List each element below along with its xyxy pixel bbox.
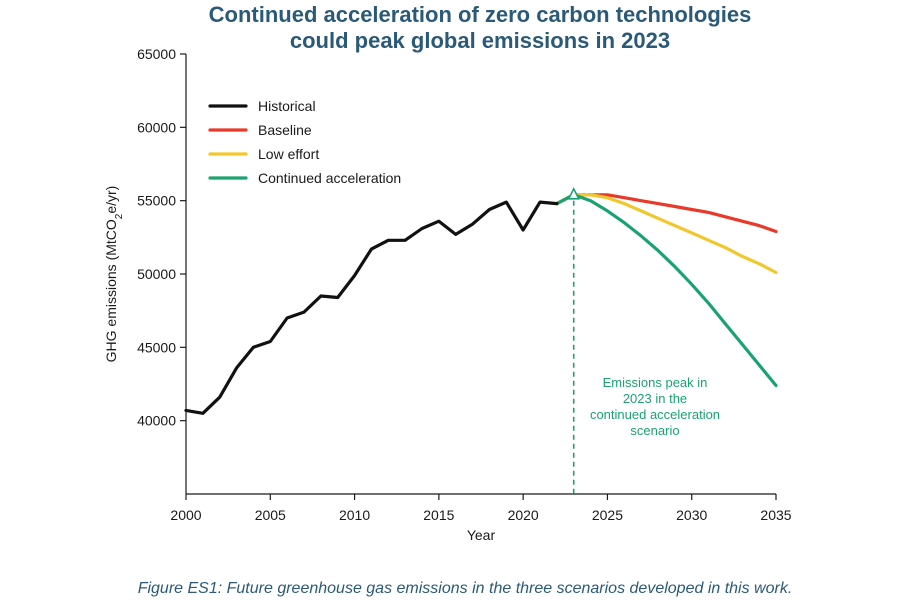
y-tick-label: 50000 xyxy=(137,266,176,282)
chart-title-line-2: could peak global emissions in 2023 xyxy=(289,28,671,53)
y-axis-label: GHG emissions (MtCO2e/yr) xyxy=(103,186,125,363)
x-tick-label: 2020 xyxy=(508,507,539,523)
chart-title-line-1: Continued acceleration of zero carbon te… xyxy=(208,2,752,27)
y-tick-label: 65000 xyxy=(137,46,176,62)
annotation-text-line: continued acceleration xyxy=(590,407,720,422)
x-tick-label: 2015 xyxy=(423,507,454,523)
y-tick-label: 45000 xyxy=(137,339,176,355)
x-tick-label: 2000 xyxy=(170,507,201,523)
legend-label: Historical xyxy=(258,98,316,114)
series-line-historical xyxy=(184,200,559,415)
x-tick-label: 2035 xyxy=(760,507,791,523)
emissions-chart: 40000 45000 50000 55000 60000 65000 2000 2005 20… xyxy=(103,46,792,543)
series-line-low-effort xyxy=(555,193,778,275)
legend-label: Baseline xyxy=(258,122,312,138)
chart-title: Continued acceleration of zero carbon te… xyxy=(0,2,900,54)
annotation-text-line: 2023 in the xyxy=(623,391,687,406)
annotation-text-line: scenario xyxy=(630,423,679,438)
peak-marker-icon xyxy=(567,187,581,200)
x-tick-label: 2030 xyxy=(676,507,707,523)
x-tick-label: 2010 xyxy=(339,507,370,523)
figure-caption: Figure ES1: Future greenhouse gas emissi… xyxy=(137,580,793,597)
legend-label: Continued acceleration xyxy=(258,170,401,186)
x-tick-label: 2025 xyxy=(592,507,623,523)
y-tick-label: 55000 xyxy=(137,193,176,209)
series-line-continued-acceleration xyxy=(555,193,778,388)
x-axis-label: Year xyxy=(467,527,496,543)
legend-label: Low effort xyxy=(258,146,319,162)
x-tick-label: 2005 xyxy=(255,507,286,523)
y-tick-label: 40000 xyxy=(137,413,176,429)
y-tick-label: 60000 xyxy=(137,119,176,135)
annotation-text-line: Emissions peak in xyxy=(603,375,708,390)
